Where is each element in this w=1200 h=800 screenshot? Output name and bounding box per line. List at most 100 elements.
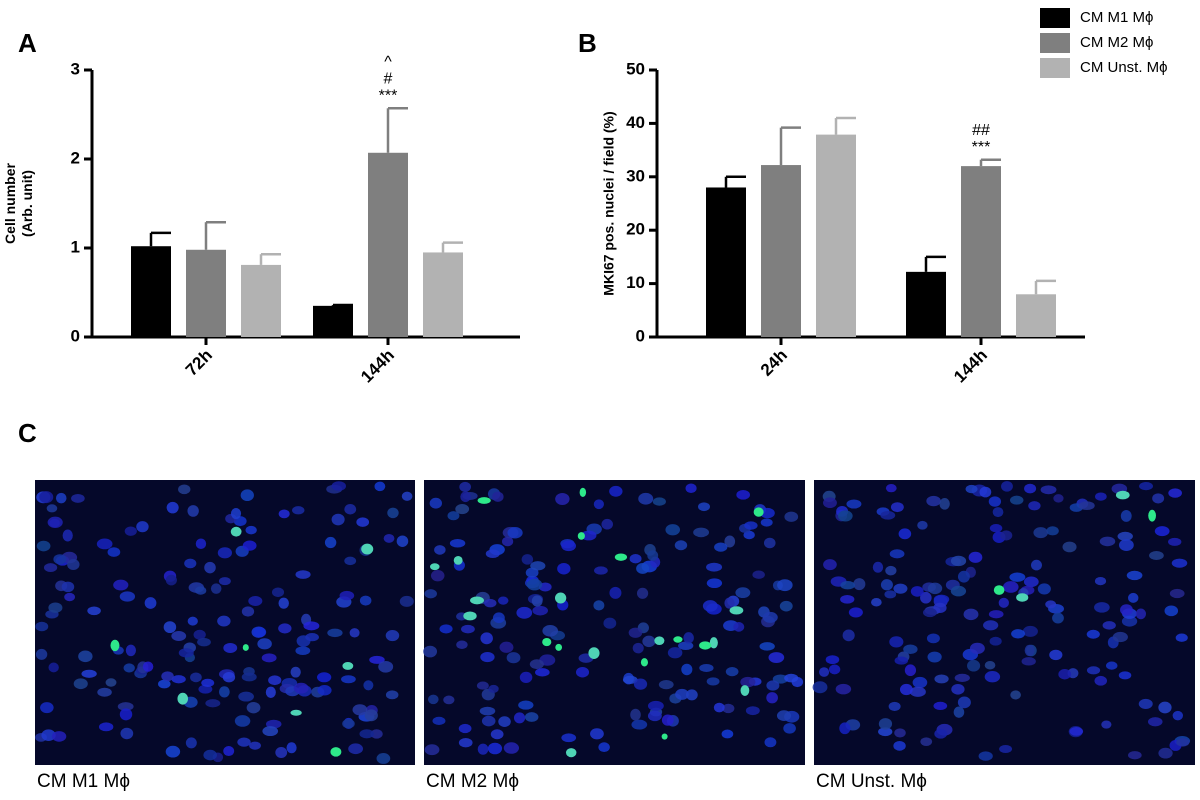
nucleus — [204, 561, 216, 574]
bar — [423, 252, 463, 337]
nucleus — [1158, 701, 1172, 714]
significance-label: *** — [972, 139, 991, 156]
nucleus — [722, 703, 735, 714]
nucleus — [933, 594, 950, 605]
nucleus — [950, 555, 967, 567]
nucleus — [292, 506, 305, 515]
bar — [241, 264, 281, 337]
positive-nucleus — [177, 692, 189, 705]
nucleus — [125, 644, 136, 657]
y-axis-label: Cell number — [2, 162, 18, 243]
nucleus — [912, 676, 928, 689]
nucleus — [685, 689, 698, 701]
image-caption: CM M2 Mϕ — [426, 771, 519, 792]
nucleus — [632, 642, 644, 654]
nucleus — [484, 598, 497, 608]
nucleus — [275, 747, 288, 759]
nucleus — [178, 648, 194, 658]
nucleus — [503, 742, 520, 754]
nucleus — [828, 664, 841, 675]
nucleus — [144, 597, 157, 609]
nucleus — [48, 662, 59, 673]
nucleus — [1024, 483, 1037, 494]
nucleus — [934, 674, 949, 684]
nucleus — [842, 629, 855, 642]
nucleus — [733, 622, 745, 632]
nucleus — [984, 661, 996, 670]
nucleus — [609, 485, 623, 497]
nucleus — [223, 745, 235, 757]
nucleus — [317, 685, 332, 696]
nucleus — [768, 652, 785, 663]
nucleus — [884, 590, 897, 599]
nucleus — [519, 671, 533, 684]
nucleus — [699, 663, 714, 672]
nucleus — [479, 706, 496, 716]
nucleus — [513, 712, 526, 724]
nucleus — [933, 602, 947, 614]
nucleus — [46, 504, 58, 513]
nucleus — [760, 518, 773, 527]
nucleus — [542, 625, 559, 637]
nucleus — [772, 674, 789, 684]
nucleus — [348, 743, 364, 755]
positive-nucleus — [555, 592, 567, 604]
nucleus — [893, 740, 906, 751]
nucleus — [776, 710, 792, 721]
positive-nucleus — [729, 606, 744, 615]
nucleus — [1033, 527, 1049, 539]
y-tick-label: 50 — [626, 59, 645, 78]
nucleus — [429, 497, 442, 509]
positive-nucleus — [1148, 509, 1156, 522]
nucleus — [777, 579, 793, 592]
nucleus — [878, 718, 893, 730]
nucleus — [658, 680, 674, 690]
nucleus — [594, 566, 608, 575]
nucleus — [217, 547, 232, 559]
nucleus — [423, 645, 438, 658]
nucleus — [763, 537, 776, 549]
nucleus — [835, 683, 852, 695]
positive-nucleus — [673, 636, 683, 643]
nucleus — [161, 671, 174, 682]
nucleus — [123, 663, 135, 673]
nucleus — [1118, 671, 1132, 680]
nucleus — [683, 632, 694, 644]
nucleus — [248, 595, 263, 607]
nucleus — [480, 651, 495, 663]
nucleus — [487, 742, 503, 755]
nucleus — [1000, 530, 1013, 541]
nucleus — [693, 527, 710, 538]
nucleus — [53, 554, 67, 565]
nucleus — [934, 728, 948, 739]
nucleus — [490, 729, 504, 740]
nucleus — [401, 491, 413, 501]
micrograph: CM M2 Mϕ — [423, 480, 805, 792]
nucleus — [1094, 675, 1108, 686]
nucleus — [187, 505, 199, 517]
positive-nucleus — [542, 637, 552, 647]
positive-nucleus — [470, 596, 484, 605]
nucleus — [622, 675, 638, 685]
nucleus — [1086, 666, 1101, 675]
nucleus — [1172, 710, 1183, 721]
nucleus — [1102, 621, 1116, 630]
nucleus — [927, 651, 942, 663]
nucleus — [339, 590, 355, 601]
nucleus — [647, 550, 659, 561]
nucleus — [171, 631, 187, 641]
positive-nucleus — [993, 585, 1005, 595]
nucleus — [96, 538, 113, 550]
nucleus — [223, 642, 238, 653]
nucleus — [636, 587, 649, 599]
nucleus — [759, 642, 775, 651]
nucleus — [951, 683, 965, 695]
nucleus — [39, 491, 54, 504]
nucleus — [724, 535, 736, 548]
positive-nucleus — [699, 641, 712, 650]
nucleus — [71, 493, 85, 503]
nucleus — [885, 565, 897, 576]
nucleus — [1040, 485, 1057, 495]
nucleus — [1030, 559, 1042, 571]
nucleus — [779, 600, 793, 612]
